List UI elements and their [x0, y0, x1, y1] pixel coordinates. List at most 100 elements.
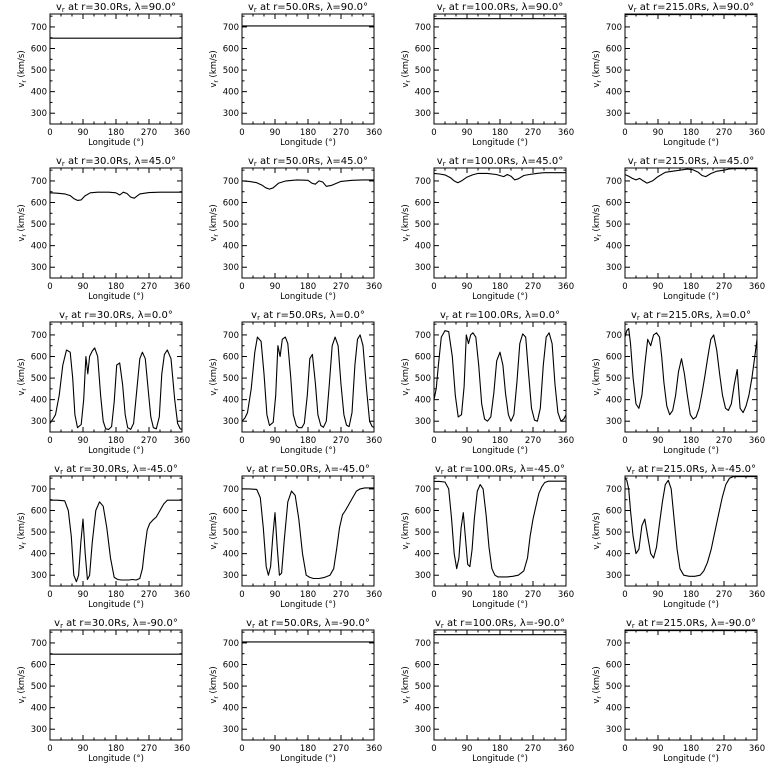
panel-title-sub: r: [443, 160, 446, 168]
panel-3-2: vr at r=100.0Rs, λ=-45.0°0 90 180 270 360300…: [401, 464, 574, 610]
x-tick-label: 90: [78, 744, 89, 754]
panel-title-sub: r: [632, 622, 635, 630]
y-tick-label: 300: [606, 417, 622, 427]
y-tick-label: 400: [31, 88, 47, 98]
x-tick-label: 0: [431, 590, 436, 600]
x-tick-label: 180: [492, 282, 508, 292]
panel-4-0: vr at r=30.0Rs, λ=-90.0°0 90 180 270 3603004…: [17, 618, 190, 764]
x-tick-label: 180: [492, 436, 508, 446]
y-axis-label-var: v: [17, 391, 27, 396]
x-tick-label: 90: [78, 436, 89, 446]
panel-title-var: v: [437, 2, 443, 13]
y-tick-label: 400: [415, 88, 431, 98]
x-tick-label: 270: [333, 744, 349, 754]
y-tick-label: 500: [415, 374, 431, 384]
y-tick-label: 600: [223, 199, 239, 209]
y-axis-label-sub: r: [405, 234, 412, 237]
x-axis-label: Longitude (°): [472, 754, 528, 764]
x-tick-label: 180: [683, 744, 699, 754]
x-axis-label: Longitude (°): [280, 754, 336, 764]
panel-title-rest: at r=50.0Rs, λ=-45.0°: [255, 464, 370, 475]
panel-title: vr at r=215.0Rs, λ=0.0°: [631, 310, 751, 322]
y-axis-label-rest: (km/s): [17, 204, 27, 234]
panel-title-rest: at r=30.0Rs, λ=0.0°: [68, 310, 173, 321]
y-tick-label: 500: [31, 682, 47, 692]
y-tick-label: 700: [606, 485, 622, 495]
y-tick-label: 700: [415, 331, 431, 341]
x-tick-label: 360: [174, 590, 190, 600]
y-axis-label-var: v: [17, 83, 27, 88]
x-axis-label: Longitude (°): [472, 600, 528, 610]
y-tick-label: 700: [415, 639, 431, 649]
y-axis-label: vr (km/s): [401, 512, 412, 549]
panel-title-var: v: [246, 618, 252, 629]
y-axis-label-var: v: [17, 237, 27, 242]
x-tick-label: 180: [300, 282, 316, 292]
y-tick-label: 400: [31, 396, 47, 406]
panel-title-var: v: [248, 2, 254, 13]
y-axis-label-var: v: [592, 237, 602, 242]
x-tick-label: 360: [366, 128, 382, 138]
panel-title-rest: at r=30.0Rs, λ=-45.0°: [63, 464, 178, 475]
panel-title-sub: r: [252, 468, 255, 476]
y-tick-label: 300: [415, 263, 431, 273]
y-axis-label: vr (km/s): [592, 204, 603, 241]
panel-2-2: vr at r=100.0Rs, λ=0.0°0 90 180 270 36030040…: [401, 310, 574, 456]
y-tick-label: 300: [415, 109, 431, 119]
plot-frame: [49, 475, 183, 587]
y-tick-label: 400: [415, 396, 431, 406]
x-tick-label: 360: [174, 744, 190, 754]
panel-2-1: vr at r=50.0Rs, λ=0.0°0 90 180 270 360300400…: [209, 310, 382, 456]
y-tick-label: 300: [31, 263, 47, 273]
panel-title-rest: at r=100.0Rs, λ=-90.0°: [444, 618, 565, 629]
y-axis-label-sub: r: [21, 542, 28, 545]
x-tick-label: 90: [270, 436, 281, 446]
panel-title: vr at r=50.0Rs, λ=0.0°: [251, 310, 365, 322]
y-tick-label: 600: [31, 661, 47, 671]
y-tick-label: 700: [31, 485, 47, 495]
y-tick-label: 500: [223, 374, 239, 384]
y-axis-label-sub: r: [213, 542, 220, 545]
panel-title-var: v: [440, 310, 446, 321]
y-tick-label: 500: [606, 528, 622, 538]
y-axis-label-rest: (km/s): [592, 50, 602, 80]
panel-title-var: v: [54, 464, 60, 475]
x-tick-label: 90: [78, 282, 89, 292]
x-tick-label: 180: [683, 590, 699, 600]
y-axis-label-rest: (km/s): [401, 666, 411, 696]
y-tick-label: 600: [606, 661, 622, 671]
series-line: [624, 476, 757, 577]
y-tick-label: 700: [415, 177, 431, 187]
y-tick-label: 400: [606, 242, 622, 252]
x-tick-label: 180: [683, 128, 699, 138]
x-tick-label: 90: [462, 282, 473, 292]
y-axis-label: vr (km/s): [592, 50, 603, 87]
series-line: [49, 347, 183, 430]
y-tick-label: 400: [606, 704, 622, 714]
panel-2-0: vr at r=30.0Rs, λ=0.0°0 90 180 270 360300400…: [17, 310, 190, 456]
y-axis-label: vr (km/s): [592, 358, 603, 395]
y-tick-label: 700: [31, 23, 47, 33]
panel-title: vr at r=215.0Rs, λ=-90.0°: [626, 618, 756, 630]
y-axis-label-sub: r: [596, 80, 603, 83]
panel-title-rest: at r=30.0Rs, λ=-90.0°: [63, 618, 178, 629]
y-axis-label-sub: r: [596, 696, 603, 699]
panel-title-rest: at r=100.0Rs, λ=45.0°: [446, 156, 564, 167]
series-line: [50, 499, 182, 583]
panel-title-var: v: [631, 310, 637, 321]
y-axis-label-sub: r: [596, 388, 603, 391]
y-axis-label-sub: r: [213, 388, 220, 391]
x-tick-label: 0: [622, 590, 627, 600]
panel-title-rest: at r=50.0Rs, λ=90.0°: [257, 2, 368, 13]
panel-0-2: vr at r=100.0Rs, λ=90.0°0 90 180 270 3603004…: [401, 2, 574, 148]
x-tick-label: 360: [174, 436, 190, 446]
y-tick-label: 600: [223, 661, 239, 671]
series-line: [242, 487, 374, 580]
y-axis-label-rest: (km/s): [17, 50, 27, 80]
x-tick-label: 270: [716, 590, 732, 600]
y-axis-label-rest: (km/s): [209, 358, 219, 388]
panel-title-rest: at r=215.0Rs, λ=45.0°: [637, 156, 755, 167]
x-tick-label: 270: [141, 436, 157, 446]
x-tick-label: 180: [300, 744, 316, 754]
x-tick-label: 180: [108, 282, 124, 292]
